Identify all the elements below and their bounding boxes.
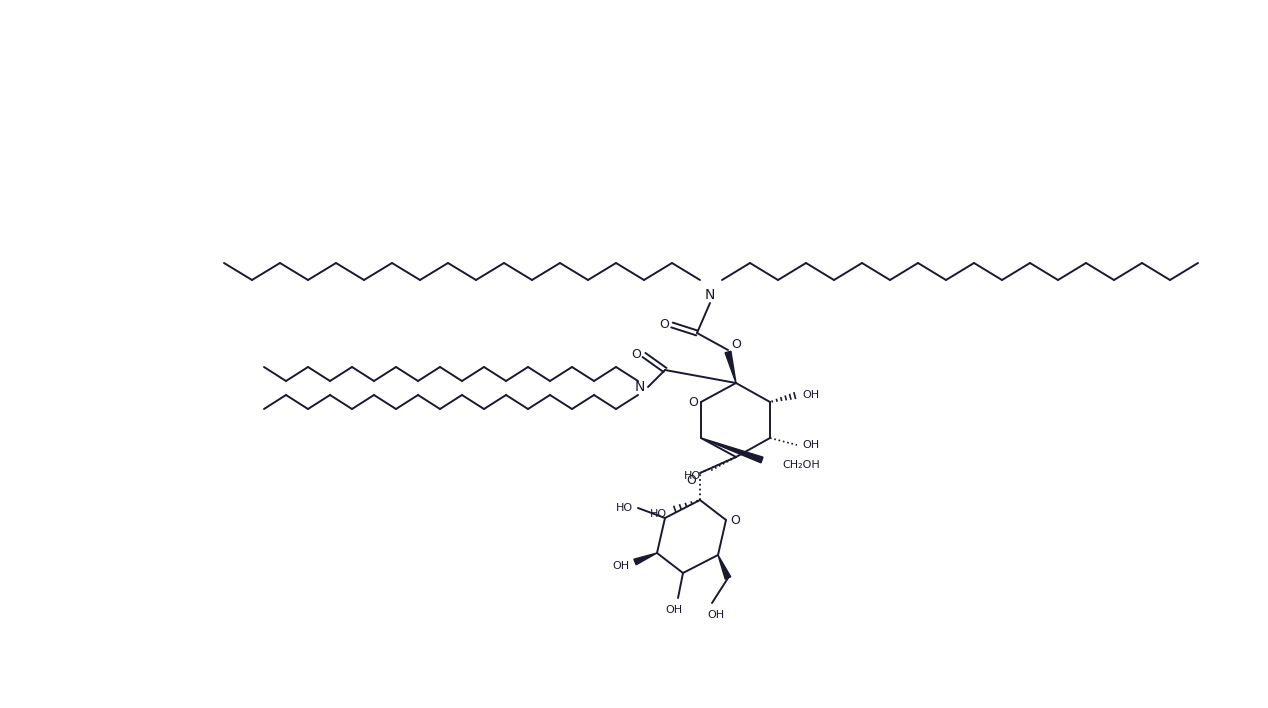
Text: HO: HO xyxy=(649,509,667,519)
Text: OH: OH xyxy=(708,610,724,620)
Polygon shape xyxy=(718,555,730,579)
Text: O: O xyxy=(659,319,670,331)
Text: O: O xyxy=(686,474,696,486)
Text: HO: HO xyxy=(683,471,700,481)
Text: HO: HO xyxy=(615,503,633,513)
Text: OH: OH xyxy=(803,440,819,450)
Text: OH: OH xyxy=(666,605,682,615)
Text: OH: OH xyxy=(803,390,819,400)
Text: CH₂OH: CH₂OH xyxy=(782,460,819,470)
Text: N: N xyxy=(705,288,715,302)
Text: O: O xyxy=(689,396,697,409)
Polygon shape xyxy=(634,553,657,565)
Text: O: O xyxy=(730,513,741,527)
Text: N: N xyxy=(635,380,645,394)
Polygon shape xyxy=(701,438,763,463)
Text: OH: OH xyxy=(612,561,630,571)
Text: O: O xyxy=(631,348,640,362)
Text: O: O xyxy=(732,338,741,350)
Polygon shape xyxy=(725,351,735,383)
